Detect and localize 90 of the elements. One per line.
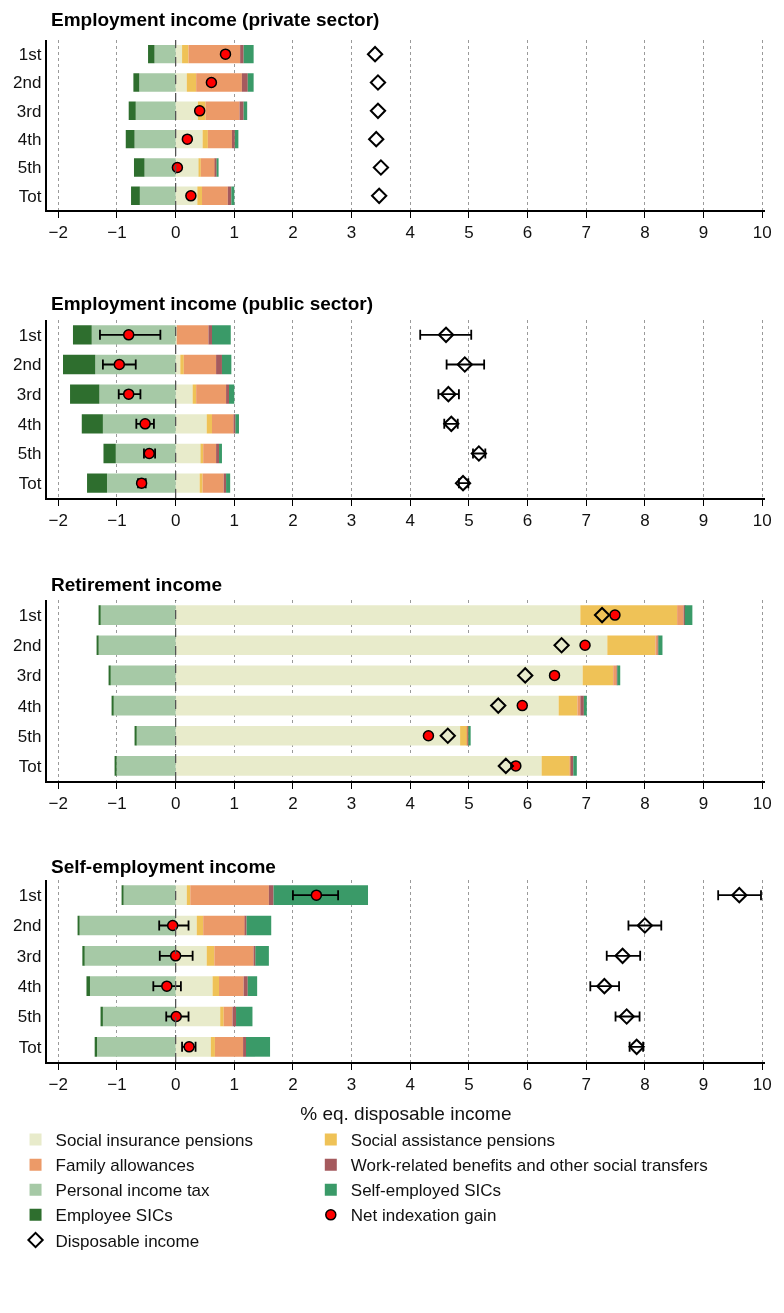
x-tick-label: 0 (170, 223, 181, 243)
y-tick-label: 1st (18, 886, 42, 906)
x-tick-label: 6 (522, 1075, 533, 1095)
y-tick-label: 4th (17, 414, 42, 434)
chart-title: Employment income (public sector) (51, 293, 373, 314)
y-tick-label: 1st (18, 45, 42, 65)
y-tick-label: 2nd (13, 355, 42, 375)
x-tick-label: 1 (229, 223, 240, 243)
x-tick-label: 0 (170, 1075, 181, 1095)
x-tick-label: 5 (464, 511, 474, 531)
y-tick-label: Tot (18, 474, 42, 494)
x-tick-label: 5 (464, 794, 474, 814)
x-axis-title: % eq. disposable income (300, 1103, 512, 1125)
x-tick-label: 4 (405, 794, 415, 814)
y-tick-label: 5th (17, 444, 42, 464)
y-tick-label: 5th (17, 158, 42, 178)
x-tick-label: 3 (346, 1075, 357, 1095)
legend-label: Employee SICs (55, 1206, 173, 1226)
x-tick-label: 4 (405, 1075, 415, 1095)
y-tick-label: Tot (18, 756, 42, 776)
x-tick-label: 7 (581, 511, 591, 531)
x-tick-label: 0 (170, 511, 181, 531)
x-tick-label: 7 (581, 794, 591, 814)
chart-title: Retirement income (51, 574, 223, 595)
x-tick-label: 0 (170, 794, 181, 814)
x-tick-label: 3 (346, 511, 357, 531)
legend-label: Social insurance pensions (55, 1131, 254, 1151)
x-tick-label: 5 (464, 1075, 474, 1095)
y-tick-label: 2nd (13, 73, 42, 93)
x-tick-label: 3 (346, 794, 357, 814)
x-tick-label: −1 (107, 794, 127, 814)
x-tick-label: 9 (698, 223, 709, 243)
y-tick-label: 3rd (16, 101, 42, 121)
x-tick-label: 9 (698, 794, 709, 814)
x-tick-label: −1 (107, 511, 127, 531)
legend-label: Net indexation gain (350, 1206, 497, 1226)
x-tick-label: 10 (752, 223, 772, 243)
x-tick-label: −2 (48, 1075, 69, 1095)
x-tick-label: −2 (48, 794, 69, 814)
y-tick-label: 4th (17, 977, 42, 997)
y-tick-label: 4th (17, 130, 42, 150)
y-tick-label: 3rd (16, 385, 42, 405)
x-tick-label: 1 (229, 511, 240, 531)
y-tick-label: 2nd (13, 916, 42, 936)
legend-label: Social assistance pensions (350, 1131, 555, 1151)
x-tick-label: 2 (288, 794, 298, 814)
x-tick-label: 10 (752, 1075, 772, 1095)
y-tick-label: 2nd (13, 636, 42, 656)
legend-label: Self-employed SICs (350, 1181, 502, 1201)
y-tick-label: 4th (17, 696, 42, 716)
x-tick-label: 6 (522, 511, 533, 531)
x-tick-label: 9 (698, 511, 709, 531)
x-tick-label: 8 (640, 1075, 650, 1095)
x-tick-label: 4 (405, 511, 415, 531)
x-tick-label: 2 (288, 223, 298, 243)
y-tick-label: 1st (18, 606, 42, 626)
x-tick-label: 3 (346, 223, 357, 243)
chart-title: Self-employment income (51, 856, 276, 877)
y-tick-label: Tot (18, 1037, 42, 1057)
x-tick-label: 7 (581, 223, 591, 243)
chart-title: Employment income (private sector) (51, 9, 380, 30)
x-tick-label: −2 (48, 223, 69, 243)
x-tick-label: 6 (522, 223, 533, 243)
x-tick-label: 6 (522, 794, 533, 814)
legend-label: Work-related benefits and other social transfers (350, 1156, 708, 1176)
x-tick-label: 8 (640, 511, 650, 531)
x-tick-label: −1 (107, 223, 127, 243)
x-tick-label: −1 (107, 1075, 127, 1095)
y-tick-label: Tot (18, 186, 42, 206)
legend-label: Family allowances (55, 1156, 195, 1176)
y-tick-label: 5th (17, 726, 42, 746)
x-tick-label: 9 (698, 1075, 709, 1095)
x-tick-label: 2 (288, 511, 298, 531)
x-tick-label: 1 (229, 1075, 240, 1095)
x-tick-label: −2 (48, 511, 69, 531)
x-tick-label: 5 (464, 223, 474, 243)
x-tick-label: 2 (288, 1075, 298, 1095)
y-tick-label: 3rd (16, 946, 42, 966)
x-tick-label: 10 (752, 794, 772, 814)
legend-label: Personal income tax (55, 1181, 211, 1201)
x-tick-label: 1 (229, 794, 240, 814)
x-tick-label: 8 (640, 223, 650, 243)
x-tick-label: 4 (405, 223, 415, 243)
y-tick-label: 3rd (16, 666, 42, 686)
x-tick-label: 8 (640, 794, 650, 814)
legend-label: Disposable income (55, 1231, 200, 1251)
y-tick-label: 5th (17, 1007, 42, 1027)
x-tick-label: 10 (752, 511, 772, 531)
y-tick-label: 1st (18, 325, 42, 345)
x-tick-label: 7 (581, 1075, 591, 1095)
